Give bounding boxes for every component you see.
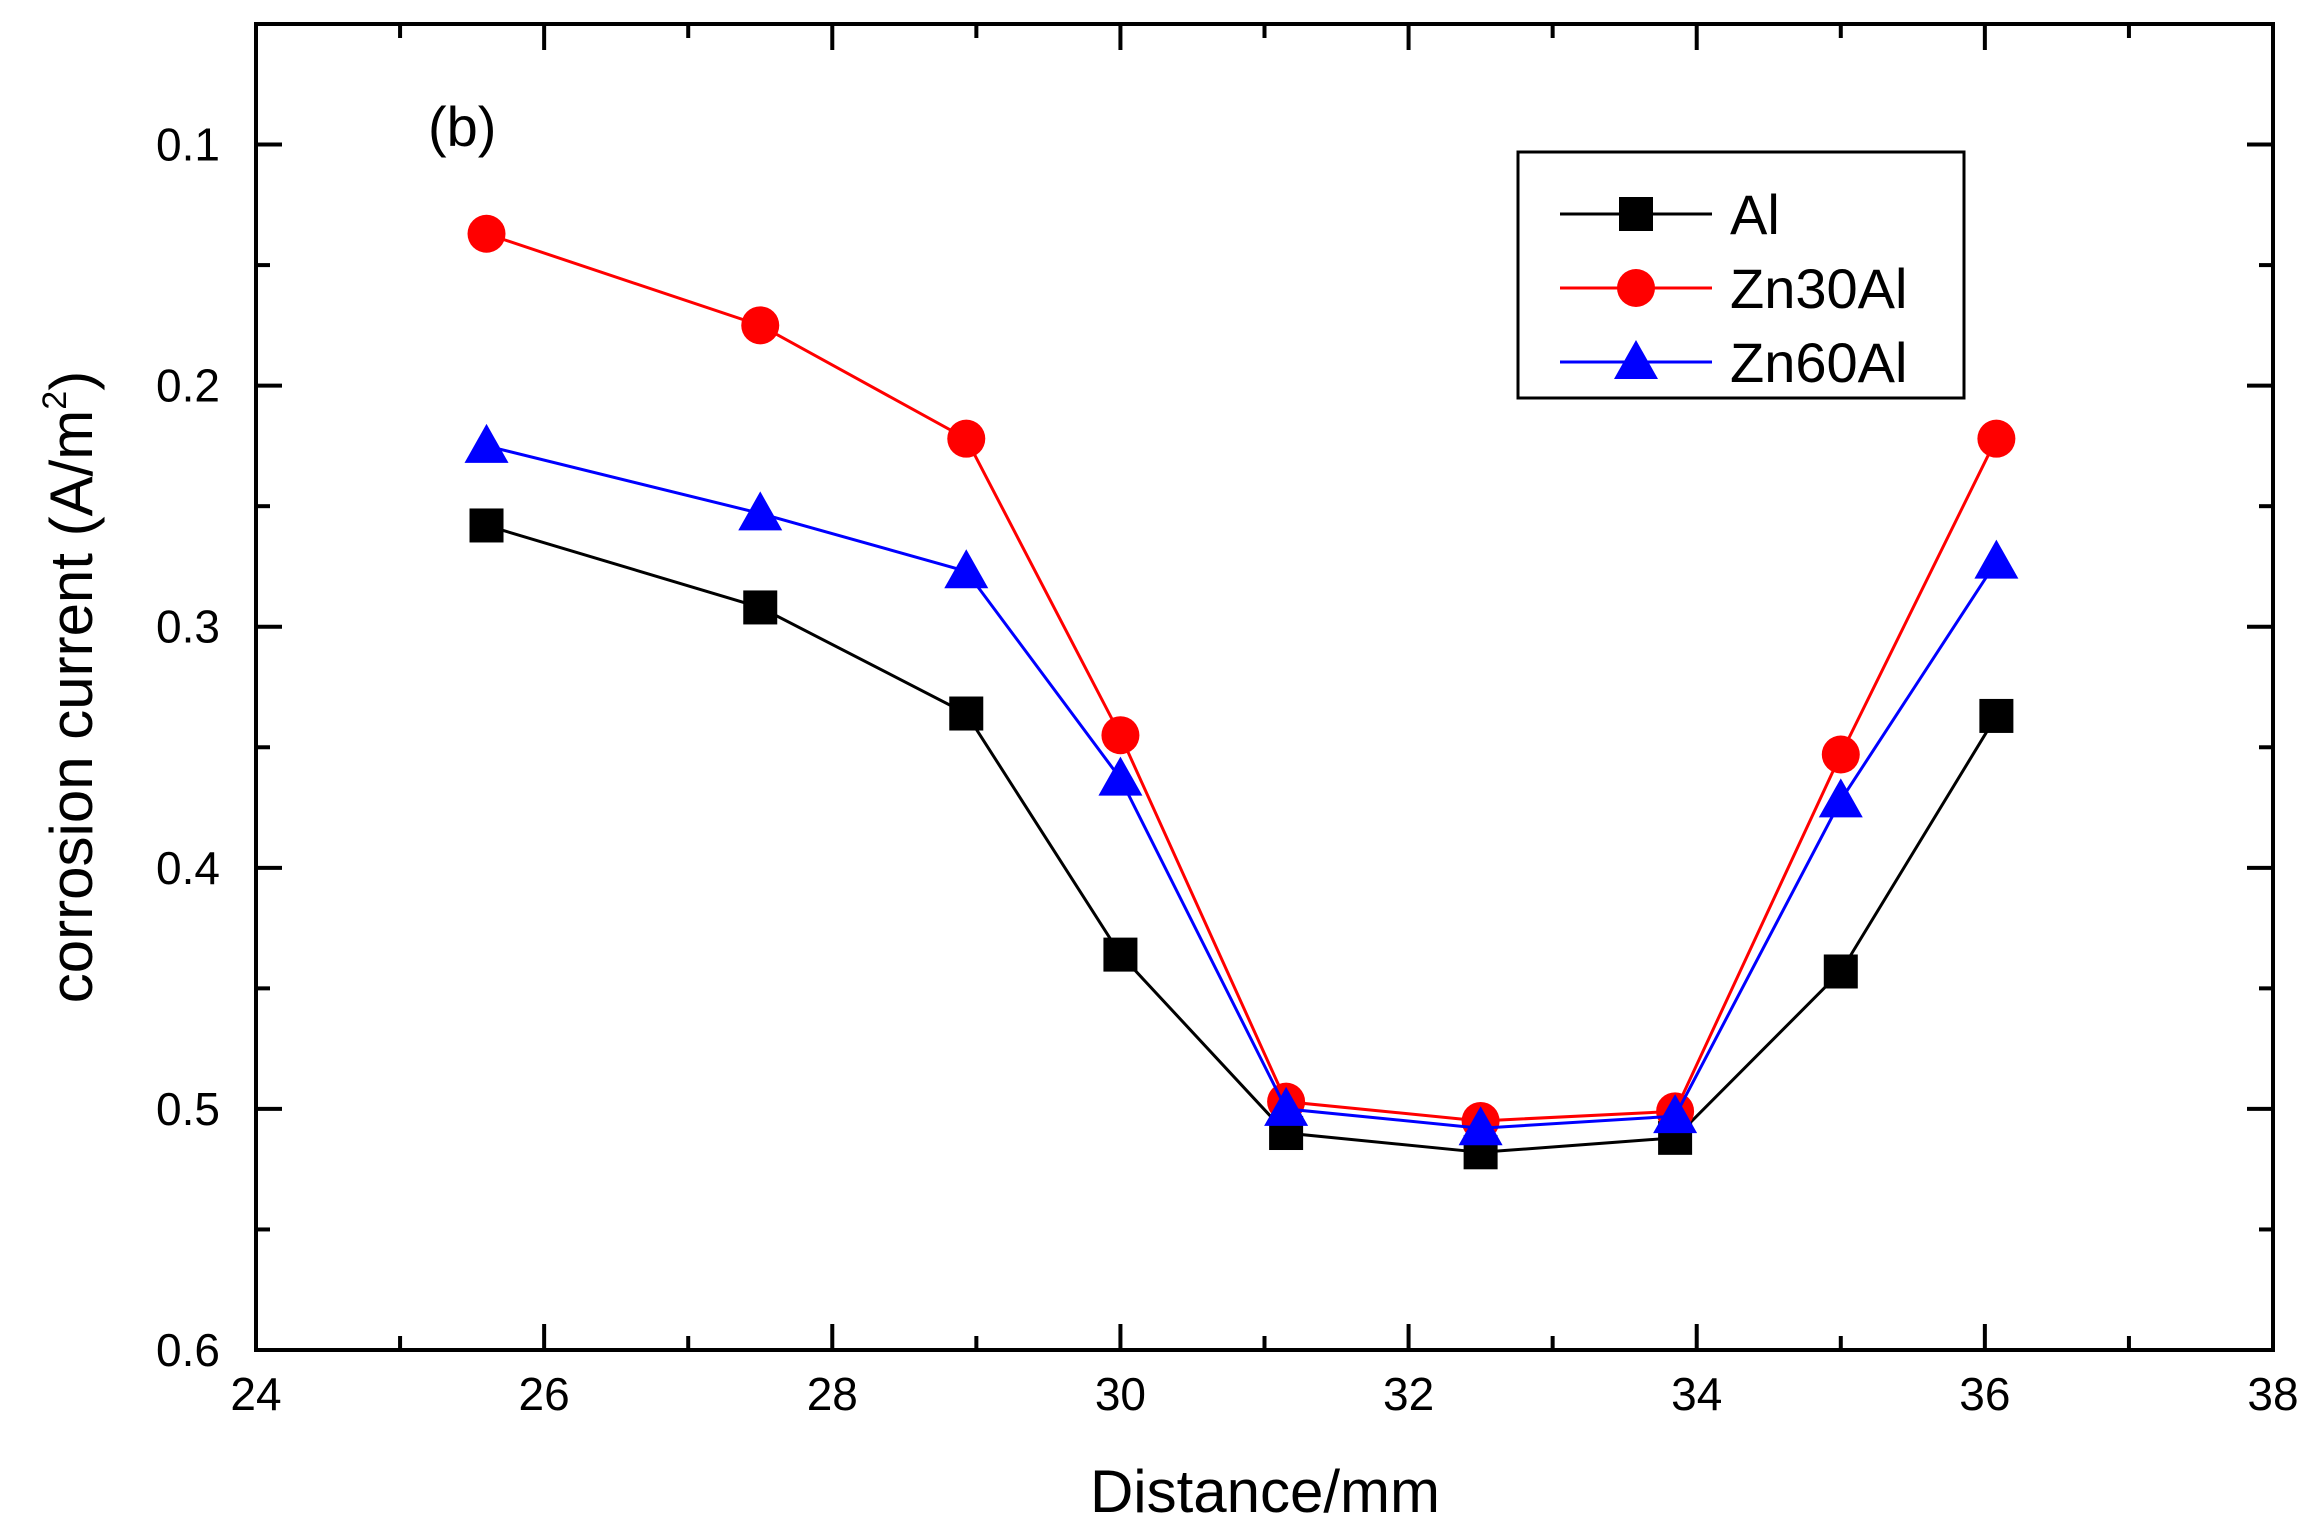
x-tick-label: 34: [1671, 1368, 1722, 1420]
series-zn60al: [464, 423, 2019, 1146]
x-tick-label: 38: [2247, 1368, 2298, 1420]
data-point-zn30al: [947, 419, 986, 458]
data-point-zn60al: [1458, 1106, 1503, 1146]
series-line-al: [486, 524, 1998, 1154]
legend-label-zn60al: Zn60Al: [1730, 331, 1907, 394]
legend: Al Zn30Al Zn60Al: [1516, 150, 1966, 400]
data-point-zn60al: [1264, 1086, 1309, 1126]
data-point-al: [743, 590, 778, 625]
x-tick-label: 32: [1383, 1368, 1434, 1420]
x-tick-label: 30: [1095, 1368, 1146, 1420]
series-al: [469, 508, 2014, 1170]
x-axis-title: Distance/mm: [1090, 1458, 1440, 1525]
panel-label: (b): [428, 95, 496, 158]
data-point-zn30al: [1821, 735, 1860, 774]
y-axis-title-superscript: 2: [36, 391, 74, 410]
data-point-zn60al: [1098, 756, 1143, 796]
data-point-zn60al: [1653, 1094, 1698, 1134]
data-point-zn60al: [944, 549, 989, 589]
y-tick-label: 0.5: [156, 1083, 220, 1135]
y-tick-label: 0.4: [156, 842, 220, 894]
series-group: [464, 214, 2019, 1170]
y-axis-title-close: ): [38, 371, 105, 391]
data-point-zn60al: [738, 491, 783, 531]
x-tick-label: 28: [807, 1368, 858, 1420]
y-tick-label: 0.2: [156, 360, 220, 412]
y-axis-title-text: corrosion current (A/m: [38, 410, 105, 1004]
data-point-al: [469, 508, 504, 543]
legend-label-al: Al: [1730, 183, 1780, 246]
data-point-zn30al: [741, 306, 780, 345]
legend-marker-zn30al: [1617, 269, 1655, 307]
plot-frame: [254, 22, 2275, 1352]
data-point-zn60al: [464, 423, 509, 463]
x-tick-label: 24: [230, 1368, 281, 1420]
data-point-al: [949, 696, 984, 731]
y-tick-label: 0.3: [156, 601, 220, 653]
legend-entries: Al Zn30Al Zn60Al: [1560, 183, 1907, 394]
legend-label-zn30al: Zn30Al: [1730, 257, 1907, 320]
y-tick-label: 0.6: [156, 1324, 220, 1376]
data-point-zn60al: [1974, 539, 2019, 579]
x-tick-label: 36: [1959, 1368, 2010, 1420]
data-point-zn30al: [467, 214, 506, 253]
data-point-zn60al: [1818, 778, 1863, 818]
y-tick-label: 0.1: [156, 119, 220, 171]
data-point-al: [1103, 937, 1138, 972]
data-point-zn30al: [1977, 419, 2016, 458]
data-point-al: [1979, 698, 2014, 733]
legend-box: [1516, 150, 1966, 400]
legend-marker-al: [1619, 197, 1653, 231]
svg-text:corrosion current (A/m2): corrosion current (A/m2): [36, 371, 105, 1003]
x-tick-label: 26: [519, 1368, 570, 1420]
y-axis-title: corrosion current (A/m2): [36, 371, 105, 1003]
data-point-al: [1823, 954, 1858, 989]
legend-marker-zn60al: [1614, 340, 1658, 379]
axis-ticks: 24 26 28 30 32 34 36 38 0.1 0.2 0.3 0.4 0.5 0.6: [156, 24, 2299, 1420]
series-line-zn60al: [486, 444, 1998, 1130]
data-point-zn30al: [1101, 716, 1140, 755]
